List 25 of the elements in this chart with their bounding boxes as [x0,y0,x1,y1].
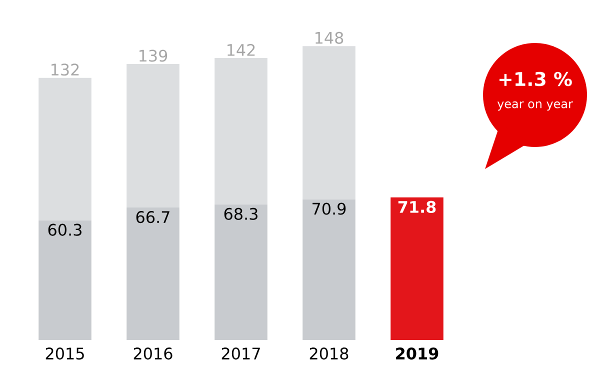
total-label: 132 [52,64,79,76]
bar [390,197,444,340]
total-label: 148 [316,32,344,44]
bar [126,208,180,340]
bar [214,58,268,204]
bar [126,64,180,208]
total-label: 142 [228,44,255,56]
bar [302,46,356,200]
bar [38,78,92,220]
x-tick-label: 2018 [310,348,348,360]
data-label: 70.9 [312,202,346,215]
data-label: 60.3 [48,224,82,236]
x-tick-label: 2017 [222,348,260,360]
x-tick-label: 2016 [134,348,172,360]
data-label: 68.3 [224,208,258,220]
bar [38,220,92,340]
data-label: 71.8 [398,200,436,213]
bar [214,204,268,340]
data-label: 66.7 [136,211,170,224]
x-tick-label: 2015 [46,348,84,360]
bar [302,199,356,340]
text: +1.3 % [500,72,572,86]
total-label: 139 [140,50,168,62]
x-tick-label: 2019 [396,348,438,360]
text: year on year [497,101,573,111]
